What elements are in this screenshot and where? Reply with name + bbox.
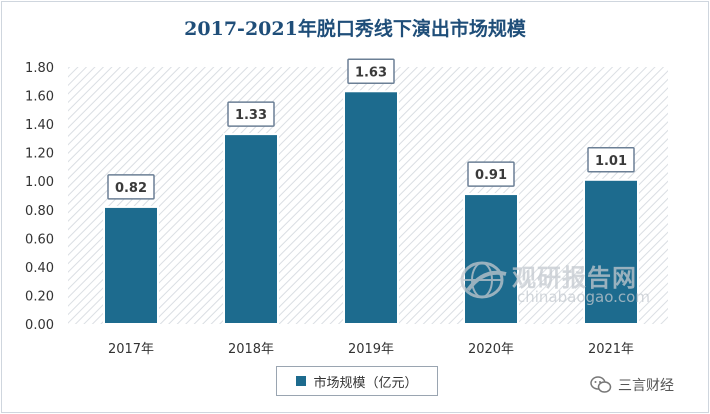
data-label: 0.82 [115,181,147,196]
data-label-box [227,101,275,127]
bar [103,205,159,325]
chart-title: 2017-2021年脱口秀线下演出市场规模 [184,18,526,40]
data-label: 1.33 [235,108,267,123]
x-tick-label: 2021年 [588,342,634,357]
x-tick-label: 2020年 [468,342,514,357]
watermark-url: chinabaogao.com [517,288,650,306]
y-tick-label: 0.20 [25,289,54,304]
source-credit: 三言财经 [590,375,674,395]
watermark: 观研报告网 chinabaogao.com [460,258,670,308]
wechat-icon [590,376,612,393]
data-label: 1.63 [355,65,387,80]
y-tick-label: 1.60 [25,90,54,105]
y-axis: 0.00 0.20 0.40 0.60 0.80 1.00 1.20 1.40 1.60 1.80 [25,61,54,333]
globe-logo-icon [460,261,507,299]
x-tick-label: 2017年 [108,342,154,357]
data-label-box [587,147,635,173]
y-tick-label: 0.00 [25,318,54,333]
x-tick-label: 2019年 [348,342,394,357]
legend-label: 市场规模（亿元） [313,375,418,391]
x-axis: 2017年 2018年 2019年 2020年 2021年 [108,342,634,357]
x-tick-label: 2018年 [228,342,274,357]
source-text: 三言财经 [618,378,674,394]
y-tick-label: 0.40 [25,261,54,276]
y-tick-label: 0.60 [25,232,54,247]
bar [583,178,639,325]
data-label-box [107,174,155,200]
bar [223,133,279,325]
bar-series: 0.82 1.33 1.63 0.91 1.01 [103,58,639,326]
data-label-box [347,58,395,85]
watermark-text: 观研报告网 [512,264,637,292]
y-tick-label: 1.00 [25,175,54,190]
bar [463,193,519,325]
y-tick-label: 1.80 [25,61,54,76]
data-label: 0.91 [475,168,507,183]
data-label: 1.01 [595,154,627,169]
bar [343,90,399,326]
y-tick-label: 1.40 [25,118,54,133]
y-tick-label: 0.80 [25,204,54,219]
legend-swatch [296,376,307,386]
y-tick-label: 1.20 [25,147,54,162]
data-label-box [467,161,515,187]
legend: 市场规模（亿元） [276,366,438,396]
